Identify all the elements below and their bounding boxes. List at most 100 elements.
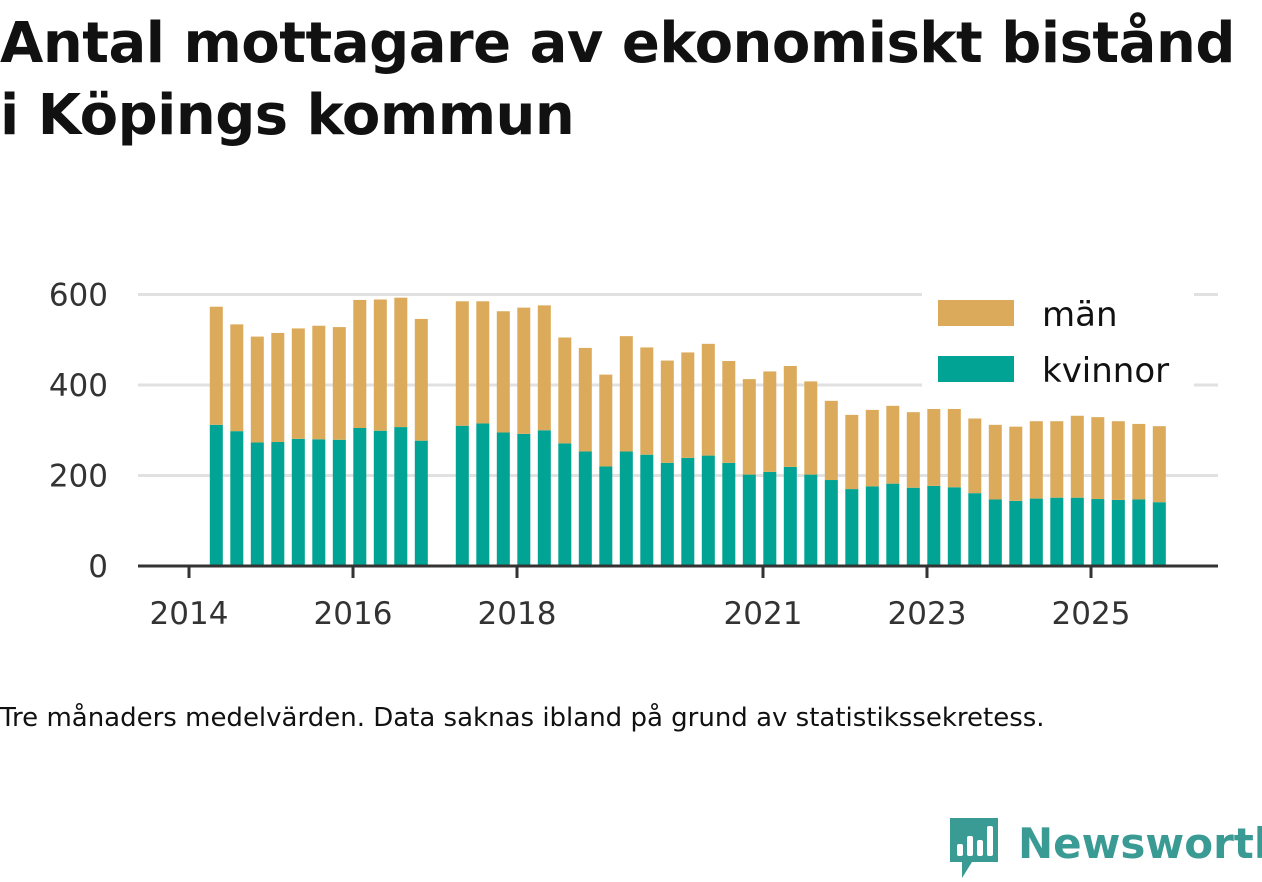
bar-man	[373, 299, 387, 431]
bar-man	[1050, 421, 1064, 498]
bar-kvinnor	[271, 442, 285, 566]
bar-kvinnor	[394, 427, 408, 566]
bar-man	[1152, 426, 1166, 503]
bar-kvinnor	[1152, 502, 1166, 566]
bar-man	[845, 414, 859, 490]
bar-kvinnor	[1091, 499, 1105, 566]
bar-man	[886, 405, 900, 484]
x-axis-tick-labels: 2014 2016 2018 2021 2023 2025	[150, 596, 1131, 632]
bar-man	[619, 336, 633, 452]
legend-label-kvinnor: kvinnor	[1042, 351, 1169, 391]
bar-man	[742, 379, 756, 475]
bar-man	[763, 371, 777, 472]
bar-man	[476, 301, 490, 424]
bar-kvinnor	[742, 474, 756, 566]
bar-man	[927, 408, 941, 486]
bar-man	[804, 381, 818, 475]
bar-kvinnor	[763, 471, 777, 566]
y-tick-label: 200	[49, 459, 108, 495]
bar-kvinnor	[496, 432, 510, 566]
bar-man	[701, 343, 715, 456]
bar-kvinnor	[578, 451, 592, 566]
bar-man	[291, 328, 305, 439]
bar-man	[1009, 426, 1023, 501]
bar-man	[517, 307, 531, 434]
bar-man	[558, 337, 572, 444]
bar-man	[599, 374, 613, 467]
bar-man	[271, 332, 285, 443]
bar-kvinnor	[968, 493, 982, 566]
bar-kvinnor	[332, 439, 346, 566]
chart-title-line-1: Antal mottagare av ekonomiskt bistånd	[0, 11, 1235, 76]
x-tick-label: 2023	[888, 596, 967, 632]
bar-kvinnor	[1070, 497, 1084, 566]
x-tick-label: 2025	[1052, 596, 1131, 632]
bar-kvinnor	[1029, 498, 1043, 566]
x-axis	[138, 564, 1218, 578]
bar-man	[250, 336, 264, 443]
bar-man	[660, 360, 674, 463]
bar-kvinnor	[1009, 500, 1023, 566]
bars	[209, 297, 1166, 566]
bar-man	[394, 297, 408, 428]
bar-kvinnor	[537, 430, 551, 566]
bar-kvinnor	[373, 430, 387, 566]
x-tick-label: 2014	[150, 596, 229, 632]
bar-man	[1070, 415, 1084, 498]
brand-logo: Newsworthy	[950, 818, 1262, 882]
bar-kvinnor	[291, 438, 305, 566]
bar-man	[209, 306, 223, 425]
bar-man	[1029, 421, 1043, 499]
bar-man	[1132, 423, 1146, 500]
bar-man	[455, 301, 469, 426]
bar-kvinnor	[722, 462, 736, 566]
legend-label-man: män	[1042, 295, 1118, 335]
bar-man	[906, 412, 920, 488]
bar-kvinnor	[1111, 499, 1125, 566]
chart-title: Antal mottagare av ekonomiskt bistånd i …	[0, 8, 1262, 152]
bar-man	[496, 311, 510, 433]
bar-kvinnor	[619, 451, 633, 566]
bar-man	[312, 325, 326, 440]
bar-man	[230, 324, 244, 432]
bar-kvinnor	[947, 487, 961, 566]
bar-man	[947, 408, 961, 488]
bar-kvinnor	[1132, 499, 1146, 566]
bar-kvinnor	[845, 489, 859, 566]
bar-kvinnor	[414, 440, 428, 566]
bar-man	[988, 424, 1002, 500]
brand-name: Newsworthy	[1018, 819, 1262, 868]
y-tick-label: 0	[88, 549, 108, 585]
bar-man	[353, 299, 367, 428]
chart-caption: Tre månaders medelvärden. Data saknas ib…	[0, 703, 1045, 733]
y-tick-label: 400	[49, 368, 108, 404]
bar-kvinnor	[353, 427, 367, 566]
bar-man	[332, 327, 346, 440]
bar-man	[1091, 417, 1105, 500]
bar-kvinnor	[455, 425, 469, 566]
chart-title-line-2: i Köpings kommun	[0, 83, 575, 148]
x-tick-label: 2021	[724, 596, 803, 632]
bar-kvinnor	[558, 443, 572, 566]
y-axis-tick-labels: 0 200 400 600	[49, 278, 108, 586]
bar-kvinnor	[681, 457, 695, 566]
bar-kvinnor	[250, 442, 264, 566]
newsworthy-logo-icon	[950, 818, 998, 878]
bar-man	[783, 365, 797, 467]
legend: män kvinnor	[922, 290, 1194, 391]
bar-man	[722, 361, 736, 463]
bar-kvinnor	[209, 424, 223, 566]
bar-kvinnor	[783, 466, 797, 566]
bar-man	[865, 409, 879, 487]
bar-kvinnor	[640, 454, 654, 566]
bar-man	[414, 318, 428, 441]
bar-kvinnor	[927, 485, 941, 566]
x-tick-label: 2018	[478, 596, 557, 632]
bar-man	[640, 347, 654, 455]
bar-kvinnor	[476, 423, 490, 566]
bar-kvinnor	[230, 431, 244, 566]
bar-man	[578, 347, 592, 452]
bar-kvinnor	[660, 462, 674, 566]
x-tick-label: 2016	[314, 596, 393, 632]
